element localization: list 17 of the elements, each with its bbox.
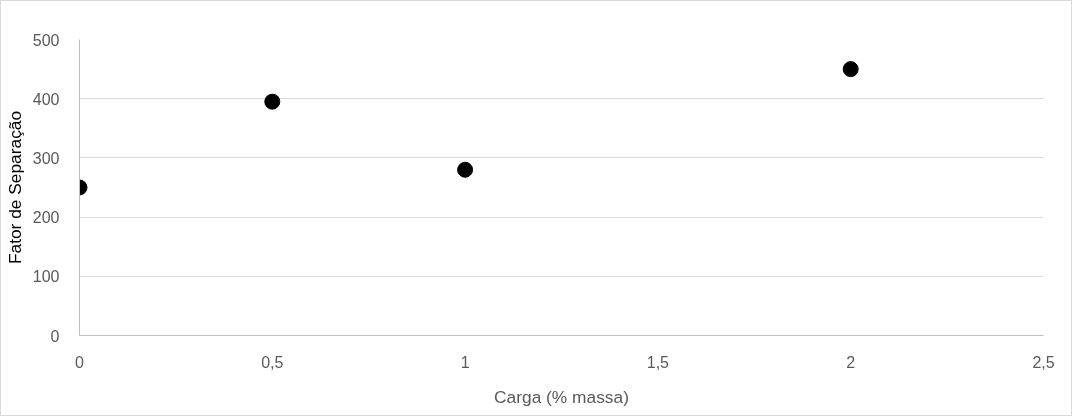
x-tick-label: 0,5	[261, 353, 284, 371]
y-tick-label: 0	[50, 327, 60, 345]
x-axis-title: Carga (% massa)	[494, 386, 629, 407]
point	[842, 61, 859, 78]
y-axis-title: Fator de Separação	[4, 110, 25, 265]
y-tick-label: 500	[32, 31, 60, 49]
y-tick-label: 400	[32, 90, 60, 108]
y-tick-label: 100	[32, 268, 60, 286]
x-tick-label: 0	[75, 353, 85, 371]
x-tick-label: 2	[846, 353, 856, 371]
y-tick-label: 200	[32, 209, 60, 227]
x-tick-label: 1	[460, 353, 470, 371]
x-tick-label: 1,5	[646, 353, 670, 371]
point	[457, 161, 474, 178]
point	[264, 93, 281, 110]
y-tick-label: 300	[32, 149, 60, 167]
x-tick-label: 2,5	[1032, 353, 1055, 371]
